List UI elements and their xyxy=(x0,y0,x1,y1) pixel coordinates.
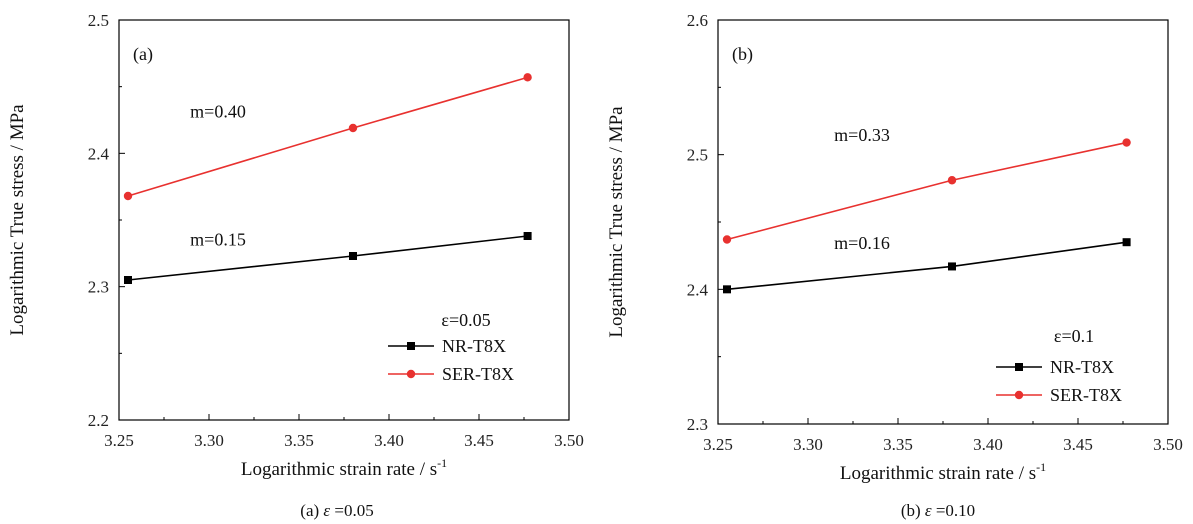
legend-marker xyxy=(1015,363,1023,371)
legend-entry: SER-T8X xyxy=(442,364,514,384)
y-tick-label: 2.2 xyxy=(88,411,109,430)
panel-caption: (b) ε =0.10 xyxy=(901,501,975,520)
data-point xyxy=(722,235,732,244)
y-tick-label: 2.3 xyxy=(88,278,109,297)
x-tick-label: 3.25 xyxy=(104,431,134,450)
panel-label: (a) xyxy=(133,44,153,65)
x-tick-label: 3.30 xyxy=(793,435,823,454)
legend-title: ε=0.1 xyxy=(1054,326,1094,346)
y-tick-label: 2.4 xyxy=(88,144,110,163)
x-tick-label: 3.50 xyxy=(554,431,584,450)
data-point xyxy=(1122,238,1131,247)
slope-annotation: m=0.40 xyxy=(190,101,246,121)
data-point xyxy=(124,276,132,284)
legend-title: ε=0.05 xyxy=(441,310,490,330)
panel-label: (b) xyxy=(732,44,753,65)
data-point xyxy=(723,285,731,294)
y-tick-label: 2.5 xyxy=(687,146,708,165)
data-point xyxy=(123,191,133,201)
x-tick-label: 3.45 xyxy=(464,431,494,450)
y-tick-label: 2.5 xyxy=(88,11,109,30)
x-tick-label: 3.35 xyxy=(883,435,913,454)
slope-annotation: m=0.33 xyxy=(834,125,890,145)
data-point xyxy=(948,262,956,271)
legend: ε=0.1 NR-T8X SER-T8X xyxy=(996,326,1122,405)
chart-panel-2: 3.25 3.30 3.35 3.40 3.45 3.50 2.3 2.4 2.5 2.6 Loga… xyxy=(606,11,1183,520)
legend-marker xyxy=(406,369,416,379)
x-tick-label: 3.30 xyxy=(194,431,224,450)
x-tick-label: 3.40 xyxy=(374,431,404,450)
y-tick-label: 2.6 xyxy=(687,11,708,30)
y-tick-label: 2.3 xyxy=(687,415,708,434)
series-line-SER-T8X xyxy=(127,76,528,197)
x-axis-title: Logarithmic strain rate / s-1 xyxy=(241,456,447,480)
series-line-NR-T8X xyxy=(726,241,1127,291)
y-axis-title: Logarithmic True stress / MPa xyxy=(606,106,627,338)
x-tick-label: 3.50 xyxy=(1153,435,1183,454)
x-axis-title: Logarithmic strain rate / s-1 xyxy=(840,460,1046,484)
slope-annotation: m=0.16 xyxy=(834,233,890,253)
series-line-SER-T8X xyxy=(726,141,1127,241)
plot-frame xyxy=(118,19,570,421)
legend-marker xyxy=(407,342,415,350)
data-point xyxy=(523,232,532,240)
x-tick-label: 3.25 xyxy=(703,435,733,454)
x-tick-label: 3.35 xyxy=(284,431,314,450)
legend-entry: NR-T8X xyxy=(442,336,506,356)
series-line-NR-T8X xyxy=(127,235,528,281)
slope-annotation: m=0.15 xyxy=(190,229,246,249)
data-point xyxy=(523,73,532,82)
data-point xyxy=(947,176,957,185)
legend-entry: SER-T8X xyxy=(1050,385,1122,405)
data-point xyxy=(349,252,357,260)
y-axis-title: Logarithmic True stress / MPa xyxy=(7,104,28,336)
legend-marker xyxy=(1014,390,1024,400)
data-point xyxy=(1122,138,1131,147)
y-tick-label: 2.4 xyxy=(687,280,709,299)
chart-panel-1: 3.25 3.30 3.35 3.40 3.45 3.50 2.2 2.3 2.4 2.5 Loga… xyxy=(7,11,584,520)
legend: ε=0.05 NR-T8X SER-T8X xyxy=(388,310,514,384)
panel-caption: (a) ε =0.05 xyxy=(300,501,373,520)
x-tick-label: 3.45 xyxy=(1063,435,1093,454)
legend-entry: NR-T8X xyxy=(1050,357,1114,377)
x-tick-label: 3.40 xyxy=(973,435,1003,454)
data-point xyxy=(348,123,358,133)
